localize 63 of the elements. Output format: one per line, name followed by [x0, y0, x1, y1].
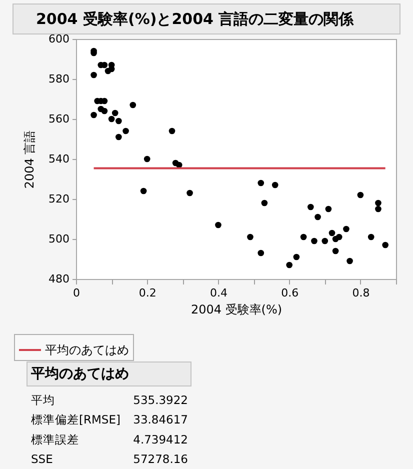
point: [368, 234, 374, 240]
point: [346, 258, 353, 264]
text: 標準偏差[RMSE]: [31, 412, 120, 427]
y-tick-label: 540: [48, 152, 70, 166]
point: [343, 226, 350, 232]
text: 平均のあてはめ: [30, 366, 129, 382]
point: [375, 206, 382, 212]
point: [186, 190, 193, 196]
point: [332, 248, 339, 254]
text: 57278.16: [133, 452, 188, 466]
x-tick-label: 0.4: [210, 286, 228, 300]
point: [215, 222, 222, 228]
point: [116, 134, 122, 140]
point: [375, 200, 382, 206]
x-tick-label: 0.8: [352, 286, 370, 300]
point: [308, 204, 314, 210]
y-tick-label: 600: [48, 32, 70, 46]
point: [328, 230, 336, 236]
point: [130, 102, 136, 108]
y-tick-label: 580: [48, 72, 70, 86]
text: 4.739412: [133, 432, 188, 446]
x-tick-label: 0.6: [281, 286, 299, 300]
y-tick-label: 520: [48, 192, 70, 206]
point: [311, 238, 318, 244]
point: [258, 180, 264, 186]
chart-title: 2004 受験率(%)と2004 言語の二変量の関係: [36, 10, 355, 28]
point: [357, 192, 364, 198]
text: 535.3922: [133, 393, 188, 407]
x-axis-title: 2004 受験率(%): [190, 302, 282, 316]
point: [104, 68, 112, 74]
point: [247, 234, 254, 240]
point: [90, 72, 97, 78]
point: [258, 250, 264, 256]
x-tick-label: 0: [73, 286, 80, 300]
point: [108, 116, 115, 122]
point: [322, 238, 328, 244]
point: [101, 108, 108, 114]
point: [116, 118, 122, 124]
text: 33.84617: [133, 412, 188, 427]
point: [122, 128, 129, 134]
point: [112, 110, 118, 116]
y-tick-label: 560: [48, 112, 70, 126]
y-axis-title: 2004 言語: [22, 130, 37, 189]
point: [168, 128, 176, 134]
x-tick-label: 0.2: [138, 286, 156, 300]
y-tick-label: 500: [48, 232, 70, 246]
point: [293, 254, 300, 260]
point: [140, 188, 147, 194]
point: [325, 206, 332, 212]
point: [314, 214, 321, 220]
point: [382, 242, 388, 248]
text: 標準誤差: [31, 432, 79, 446]
text: SSE: [31, 452, 53, 466]
point: [272, 182, 278, 188]
point: [90, 112, 97, 118]
point: [261, 200, 268, 206]
text: 平均: [31, 393, 55, 407]
point: [300, 234, 307, 240]
y-tick-label: 480: [48, 272, 70, 286]
point: [144, 156, 150, 162]
point: [286, 262, 292, 268]
point: [336, 234, 342, 240]
legend-label: 平均のあてはめ: [45, 343, 129, 357]
